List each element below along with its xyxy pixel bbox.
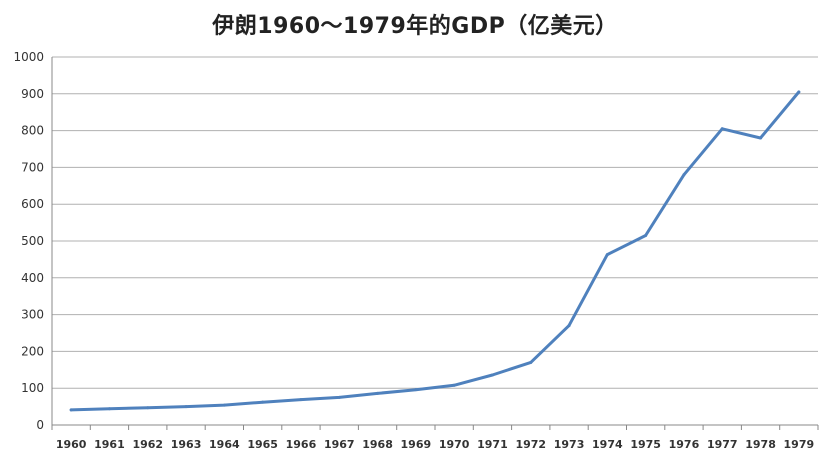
data-point	[69, 408, 73, 412]
x-tick-label: 1977	[707, 438, 738, 451]
data-point	[644, 233, 648, 237]
data-point	[184, 405, 188, 409]
y-tick-label: 1000	[13, 50, 44, 64]
data-point	[261, 400, 265, 404]
data-point	[146, 406, 150, 410]
data-point	[414, 388, 418, 392]
x-tick-label: 1979	[784, 438, 815, 451]
x-tick-label: 1971	[477, 438, 508, 451]
chart-title: 伊朗1960～1979年的GDP（亿美元）	[212, 14, 618, 39]
y-tick-label: 0	[36, 418, 44, 432]
y-tick-label: 200	[21, 344, 44, 358]
x-tick-label: 1972	[515, 438, 546, 451]
y-tick-label: 800	[21, 124, 44, 138]
data-point	[490, 373, 494, 377]
x-axis-tick-labels: 1960 1961 1962 1963 1964 1965 1966 1967 1968 1969…	[56, 438, 814, 451]
data-point	[720, 127, 724, 131]
y-tick-label: 900	[21, 87, 44, 101]
x-tick-label: 1966	[286, 438, 317, 451]
data-point	[452, 383, 456, 387]
y-tick-label: 700	[21, 160, 44, 174]
y-axis-tick-labels: 0 100 200 300 400 500 600 700 800 900 1000	[13, 50, 44, 432]
data-point	[605, 253, 609, 257]
x-tick-label: 1961	[94, 438, 125, 451]
x-tick-label: 1965	[247, 438, 278, 451]
x-tick-label: 1976	[669, 438, 700, 451]
data-point	[682, 173, 686, 177]
data-point	[797, 90, 801, 94]
x-tick-label: 1968	[362, 438, 393, 451]
y-tick-label: 300	[21, 308, 44, 322]
y-tick-label: 400	[21, 271, 44, 285]
data-point	[222, 403, 226, 407]
x-tick-label: 1963	[171, 438, 202, 451]
data-point	[376, 391, 380, 395]
x-tick-label: 1962	[132, 438, 163, 451]
x-tick-label: 1964	[209, 438, 240, 451]
series-layer	[69, 90, 801, 412]
y-tick-label: 100	[21, 381, 44, 395]
x-tick-label: 1970	[439, 438, 470, 451]
x-tick-label: 1967	[324, 438, 355, 451]
data-point	[567, 324, 571, 328]
axes	[51, 57, 819, 430]
data-point	[107, 407, 111, 411]
gridlines	[52, 56, 818, 389]
y-tick-label: 500	[21, 234, 44, 248]
data-point	[529, 360, 533, 364]
data-point	[759, 136, 763, 140]
x-tick-label: 1969	[401, 438, 432, 451]
x-tick-label: 1960	[56, 438, 87, 451]
x-tick-label: 1978	[745, 438, 776, 451]
x-tick-label: 1973	[554, 438, 585, 451]
y-tick-label: 600	[21, 197, 44, 211]
series-line-0	[69, 90, 801, 412]
data-point	[299, 398, 303, 402]
data-point	[337, 395, 341, 399]
x-tick-label: 1975	[630, 438, 661, 451]
x-tick-label: 1974	[592, 438, 623, 451]
